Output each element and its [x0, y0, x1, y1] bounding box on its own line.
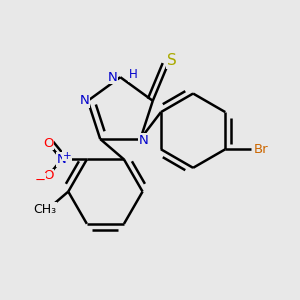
Text: N: N — [57, 153, 67, 166]
Text: N: N — [139, 134, 148, 147]
Text: S: S — [167, 53, 177, 68]
Text: H: H — [128, 68, 137, 81]
Text: N: N — [80, 94, 90, 107]
Text: O: O — [43, 136, 53, 150]
Text: N: N — [108, 71, 118, 84]
Text: CH₃: CH₃ — [33, 203, 56, 216]
Text: +: + — [63, 151, 71, 161]
Text: Br: Br — [254, 143, 268, 156]
Text: −: − — [34, 174, 45, 187]
Text: O: O — [43, 169, 53, 182]
